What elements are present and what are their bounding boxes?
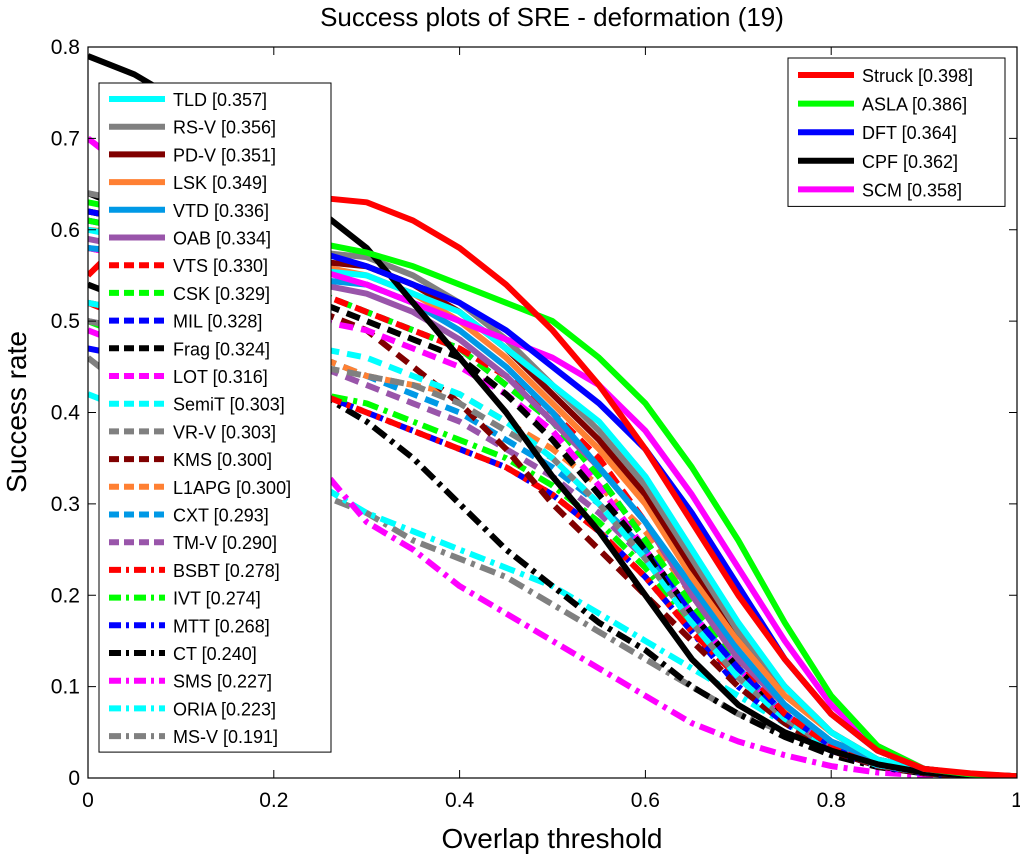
- legend-label-lsk: LSK [0.349]: [173, 173, 267, 193]
- legend-label-mtt: MTT [0.268]: [173, 616, 270, 636]
- x-axis-label: Overlap threshold: [441, 823, 662, 854]
- x-tick-label: 0.4: [445, 789, 475, 812]
- legend-label-ivt: IVT [0.274]: [173, 589, 261, 609]
- legend-label-bsbt: BSBT [0.278]: [173, 561, 280, 581]
- legend-label-rs-v: RS-V [0.356]: [173, 118, 276, 138]
- legend-label-cpf: CPF [0.362]: [862, 152, 958, 172]
- legend-label-frag: Frag [0.324]: [173, 339, 270, 359]
- legend-label-tm-v: TM-V [0.290]: [173, 533, 277, 553]
- x-tick-label: 1: [1011, 789, 1020, 812]
- legend-right: Struck [0.398] ASLA [0.386] DFT [0.364] CPF…: [787, 57, 1006, 207]
- legend-label-semit: SemiT [0.303]: [173, 395, 285, 415]
- legend-label-csk: CSK [0.329]: [173, 284, 270, 304]
- legend-label-kms: KMS [0.300]: [173, 450, 272, 470]
- legend-label-l1apg: L1APG [0.300]: [173, 478, 291, 498]
- x-tick-label: 0.2: [259, 789, 288, 812]
- legend-label-mil: MIL [0.328]: [173, 312, 262, 332]
- legend-label-oria: ORIA [0.223]: [173, 699, 276, 719]
- legend-label-ct: CT [0.240]: [173, 644, 257, 664]
- y-tick-label: 0.5: [51, 310, 80, 333]
- x-tick-label: 0.8: [817, 789, 846, 812]
- y-tick-label: 0.4: [51, 402, 81, 425]
- legend-label-lot: LOT [0.316]: [173, 367, 268, 387]
- legend-label-vts: VTS [0.330]: [173, 256, 268, 276]
- legend-label-pd-v: PD-V [0.351]: [173, 145, 276, 165]
- y-tick-label: 0.7: [51, 127, 80, 150]
- y-axis-ticks: 0 0.1 0.2 0.3 0.4 0.5 0.6 0.7 0.8: [51, 36, 1017, 790]
- legend-label-asla: ASLA [0.386]: [862, 95, 967, 115]
- legend-label-dft: DFT [0.364]: [862, 123, 957, 143]
- legend-label-struck: Struck [0.398]: [862, 66, 973, 86]
- legend-label-scm: SCM [0.358]: [862, 180, 962, 200]
- legend-label-ms-v: MS-V [0.191]: [173, 727, 278, 747]
- legend-label-tld: TLD [0.357]: [173, 90, 267, 110]
- y-tick-label: 0.6: [51, 219, 80, 242]
- legend-left: TLD [0.357] RS-V [0.356] PD-V [0.351] LSK […: [98, 82, 332, 753]
- x-tick-label: 0: [82, 789, 94, 812]
- legend-label-vr-v: VR-V [0.303]: [173, 422, 276, 442]
- y-tick-label: 0.1: [51, 676, 80, 699]
- legend-box: [98, 82, 332, 753]
- legend-label-oab: OAB [0.334]: [173, 229, 271, 249]
- y-axis-label: Success rate: [1, 331, 32, 493]
- x-tick-label: 0.6: [631, 789, 660, 812]
- legend-label-cxt: CXT [0.293]: [173, 506, 269, 526]
- y-tick-label: 0.2: [51, 584, 80, 607]
- x-axis-ticks: 0 0.2 0.4 0.6 0.8 1: [82, 47, 1020, 812]
- y-tick-label: 0: [68, 767, 80, 790]
- legend-label-vtd: VTD [0.336]: [173, 201, 269, 221]
- chart-title: Success plots of SRE - deformation (19): [320, 2, 784, 32]
- y-tick-label: 0.3: [51, 493, 80, 516]
- y-tick-label: 0.8: [51, 36, 80, 59]
- legend-label-sms: SMS [0.227]: [173, 672, 272, 692]
